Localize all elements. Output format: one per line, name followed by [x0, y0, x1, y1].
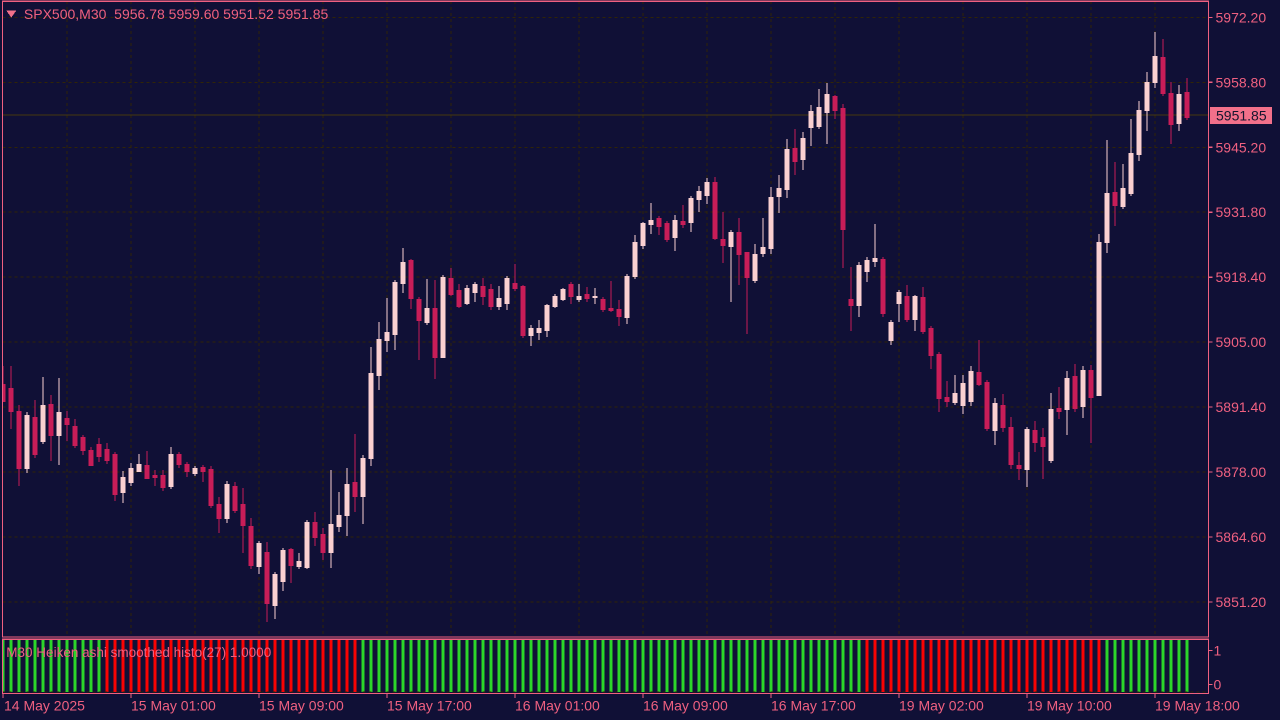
svg-text:1: 1 — [1214, 643, 1222, 659]
svg-text:16 May 01:00: 16 May 01:00 — [515, 698, 600, 714]
svg-text:16 May 17:00: 16 May 17:00 — [771, 698, 856, 714]
svg-text:19 May 10:00: 19 May 10:00 — [1027, 698, 1112, 714]
svg-text:15 May 01:00: 15 May 01:00 — [131, 698, 216, 714]
svg-text:5945.20: 5945.20 — [1216, 139, 1267, 155]
svg-text:SPX500,M30 5956.78 5959.60 59: SPX500,M30 5956.78 5959.60 5951.52 5951.… — [24, 6, 329, 22]
svg-text:14 May 2025: 14 May 2025 — [4, 698, 85, 714]
svg-text:19 May 02:00: 19 May 02:00 — [899, 698, 984, 714]
svg-text:5905.00: 5905.00 — [1216, 334, 1267, 350]
svg-text:5864.60: 5864.60 — [1216, 529, 1267, 545]
svg-text:0: 0 — [1214, 677, 1222, 693]
svg-text:5972.20: 5972.20 — [1216, 9, 1267, 25]
svg-text:5891.40: 5891.40 — [1216, 399, 1267, 415]
svg-text:5931.80: 5931.80 — [1216, 204, 1267, 220]
svg-text:19 May 18:00: 19 May 18:00 — [1155, 698, 1240, 714]
svg-text:5918.40: 5918.40 — [1216, 269, 1267, 285]
svg-text:5851.20: 5851.20 — [1216, 594, 1267, 610]
svg-text:15 May 09:00: 15 May 09:00 — [259, 698, 344, 714]
svg-text:5958.80: 5958.80 — [1216, 74, 1267, 90]
svg-text:5951.85: 5951.85 — [1216, 107, 1267, 123]
svg-text:5878.00: 5878.00 — [1216, 464, 1267, 480]
svg-text:M30 Heiken ashi smoothed histo: M30 Heiken ashi smoothed histo(27) 1.000… — [6, 645, 271, 660]
svg-text:16 May 09:00: 16 May 09:00 — [643, 698, 728, 714]
svg-text:15 May 17:00: 15 May 17:00 — [387, 698, 472, 714]
